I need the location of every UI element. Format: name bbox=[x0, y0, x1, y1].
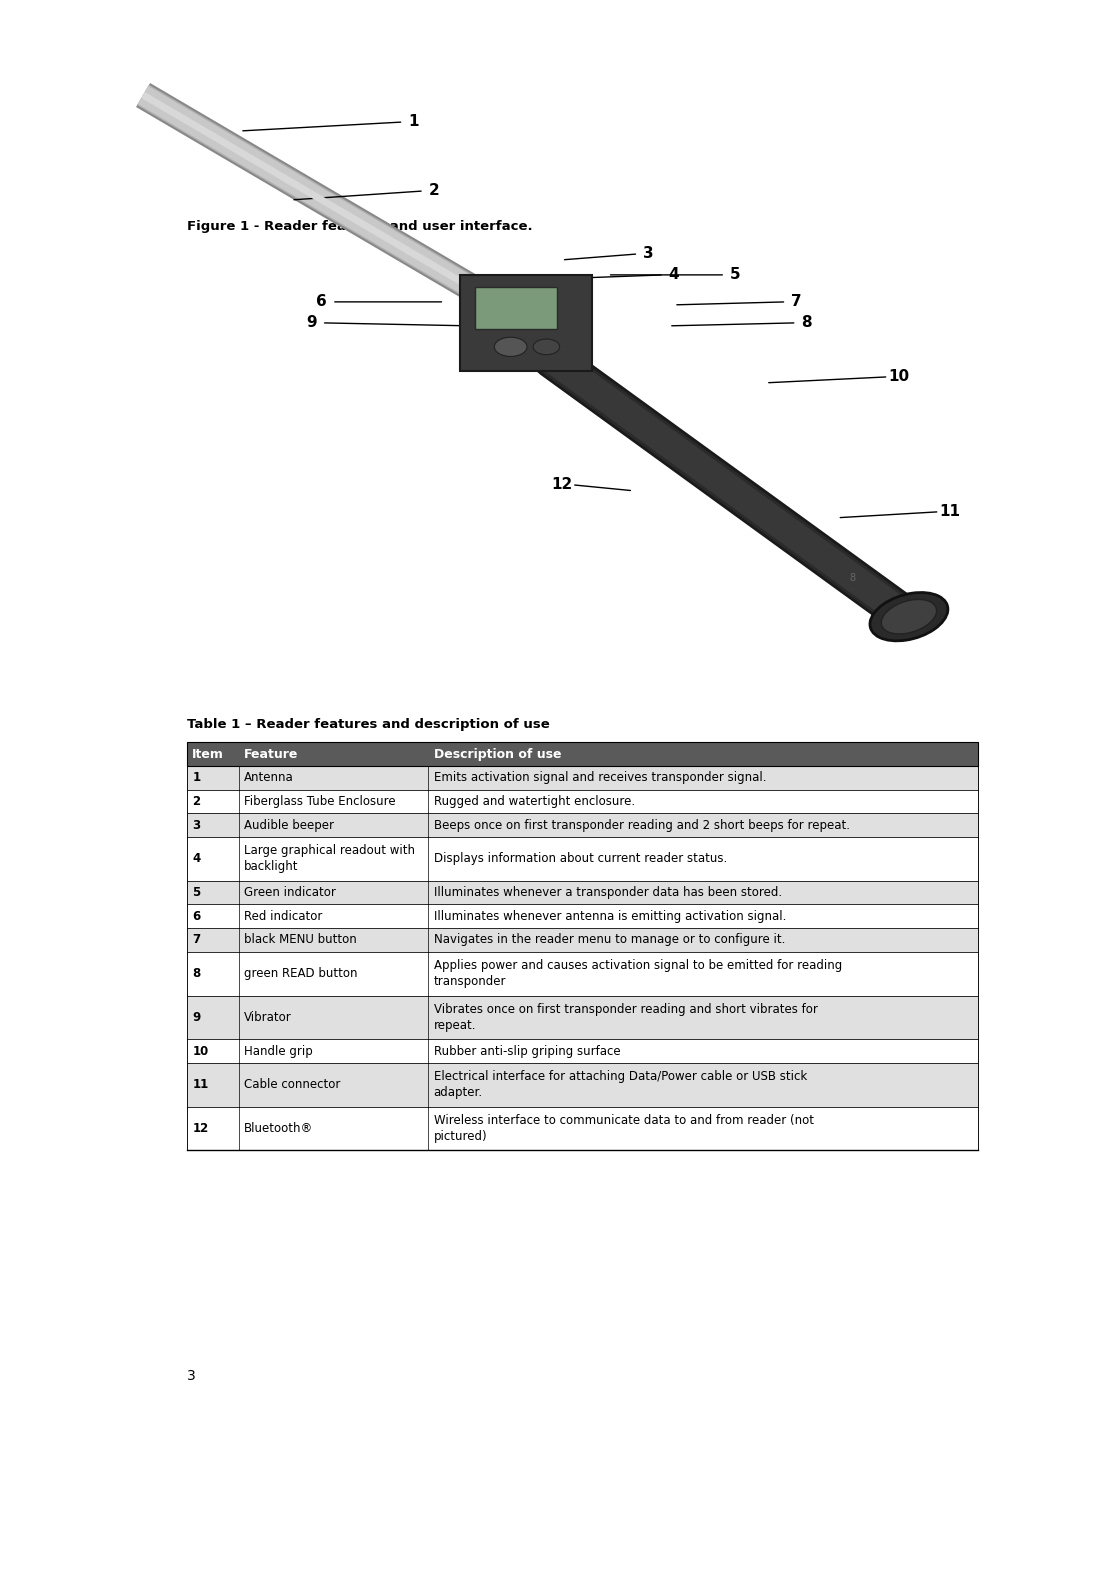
Bar bbox=[187, 789, 979, 813]
Text: 10: 10 bbox=[888, 369, 910, 385]
Text: Illuminates whenever antenna is emitting activation signal.: Illuminates whenever antenna is emitting… bbox=[434, 911, 786, 923]
Ellipse shape bbox=[870, 592, 947, 641]
Text: Wireless interface to communicate data to and from reader (not
pictured): Wireless interface to communicate data t… bbox=[434, 1114, 814, 1142]
Text: 9: 9 bbox=[306, 316, 317, 330]
Text: CY: CY bbox=[440, 783, 912, 1176]
Text: 2: 2 bbox=[429, 183, 440, 199]
Bar bbox=[187, 836, 979, 881]
Text: Figure 1 - Reader features and user interface.: Figure 1 - Reader features and user inte… bbox=[187, 219, 532, 232]
Bar bbox=[187, 952, 979, 996]
Bar bbox=[187, 765, 979, 789]
Text: 1: 1 bbox=[192, 772, 201, 784]
Text: 6: 6 bbox=[192, 911, 201, 923]
Text: black MENU button: black MENU button bbox=[243, 934, 356, 947]
Text: Feature: Feature bbox=[243, 748, 298, 761]
Circle shape bbox=[494, 338, 527, 357]
Text: 8: 8 bbox=[192, 967, 201, 980]
Bar bbox=[187, 904, 979, 928]
Text: Audible beeper: Audible beeper bbox=[243, 819, 334, 832]
Text: 12: 12 bbox=[192, 1122, 209, 1135]
Text: Antenna: Antenna bbox=[243, 772, 294, 784]
Text: 8: 8 bbox=[849, 573, 856, 582]
Text: green READ button: green READ button bbox=[243, 967, 357, 980]
Text: Emits activation signal and receives transponder signal.: Emits activation signal and receives tra… bbox=[434, 772, 766, 784]
Text: 5: 5 bbox=[730, 267, 741, 282]
Bar bbox=[187, 742, 979, 765]
Text: Beeps once on first transponder reading and 2 short beeps for repeat.: Beeps once on first transponder reading … bbox=[434, 819, 849, 832]
Text: 3: 3 bbox=[192, 819, 201, 832]
Bar bbox=[187, 881, 979, 904]
Text: Displays information about current reader status.: Displays information about current reade… bbox=[434, 852, 727, 865]
Text: Item: Item bbox=[192, 748, 224, 761]
Bar bbox=[187, 996, 979, 1040]
Text: Bluetooth®: Bluetooth® bbox=[243, 1122, 312, 1135]
Circle shape bbox=[533, 339, 560, 355]
Text: 5: 5 bbox=[192, 887, 201, 899]
Bar bbox=[187, 1040, 979, 1064]
Bar bbox=[475, 287, 557, 328]
Text: 3: 3 bbox=[643, 246, 654, 262]
Text: Green indicator: Green indicator bbox=[243, 887, 336, 899]
Text: 1: 1 bbox=[408, 115, 418, 129]
Text: Rubber anti-slip griping surface: Rubber anti-slip griping surface bbox=[434, 1045, 620, 1057]
Ellipse shape bbox=[882, 600, 936, 634]
Bar bbox=[187, 813, 979, 836]
Text: 11: 11 bbox=[192, 1078, 209, 1092]
Text: Handle grip: Handle grip bbox=[243, 1045, 312, 1057]
Text: 4: 4 bbox=[192, 852, 201, 865]
Text: Large graphical readout with
backlight: Large graphical readout with backlight bbox=[243, 844, 415, 873]
Text: 10: 10 bbox=[192, 1045, 209, 1057]
Bar bbox=[460, 275, 593, 371]
Text: Vibrator: Vibrator bbox=[243, 1011, 291, 1024]
Text: Description of use: Description of use bbox=[434, 748, 561, 761]
Text: Navigates in the reader menu to manage or to configure it.: Navigates in the reader menu to manage o… bbox=[434, 934, 785, 947]
Text: 11: 11 bbox=[940, 505, 960, 519]
Text: Rugged and watertight enclosure.: Rugged and watertight enclosure. bbox=[434, 795, 635, 808]
Text: Fiberglass Tube Enclosure: Fiberglass Tube Enclosure bbox=[243, 795, 395, 808]
Text: Electrical interface for attaching Data/Power cable or USB stick
adapter.: Electrical interface for attaching Data/… bbox=[434, 1070, 807, 1100]
Text: 2: 2 bbox=[192, 795, 201, 808]
Text: Table 1 – Reader features and description of use: Table 1 – Reader features and descriptio… bbox=[187, 718, 550, 731]
Bar bbox=[187, 1106, 979, 1150]
Text: Illuminates whenever a transponder data has been stored.: Illuminates whenever a transponder data … bbox=[434, 887, 781, 899]
Text: 8: 8 bbox=[801, 316, 812, 330]
Text: Red indicator: Red indicator bbox=[243, 911, 323, 923]
Text: Vibrates once on first transponder reading and short vibrates for
repeat.: Vibrates once on first transponder readi… bbox=[434, 1004, 818, 1032]
Text: 4: 4 bbox=[668, 267, 680, 282]
Text: 9: 9 bbox=[192, 1011, 201, 1024]
Bar bbox=[187, 1064, 979, 1106]
Bar bbox=[187, 928, 979, 952]
Text: 7: 7 bbox=[791, 295, 802, 309]
Text: 12: 12 bbox=[551, 477, 573, 492]
Text: Cable connector: Cable connector bbox=[243, 1078, 340, 1092]
Text: 7: 7 bbox=[192, 934, 201, 947]
Text: 3: 3 bbox=[187, 1368, 195, 1382]
Text: Applies power and causes activation signal to be emitted for reading
transponder: Applies power and causes activation sign… bbox=[434, 959, 841, 988]
Text: 6: 6 bbox=[317, 295, 327, 309]
